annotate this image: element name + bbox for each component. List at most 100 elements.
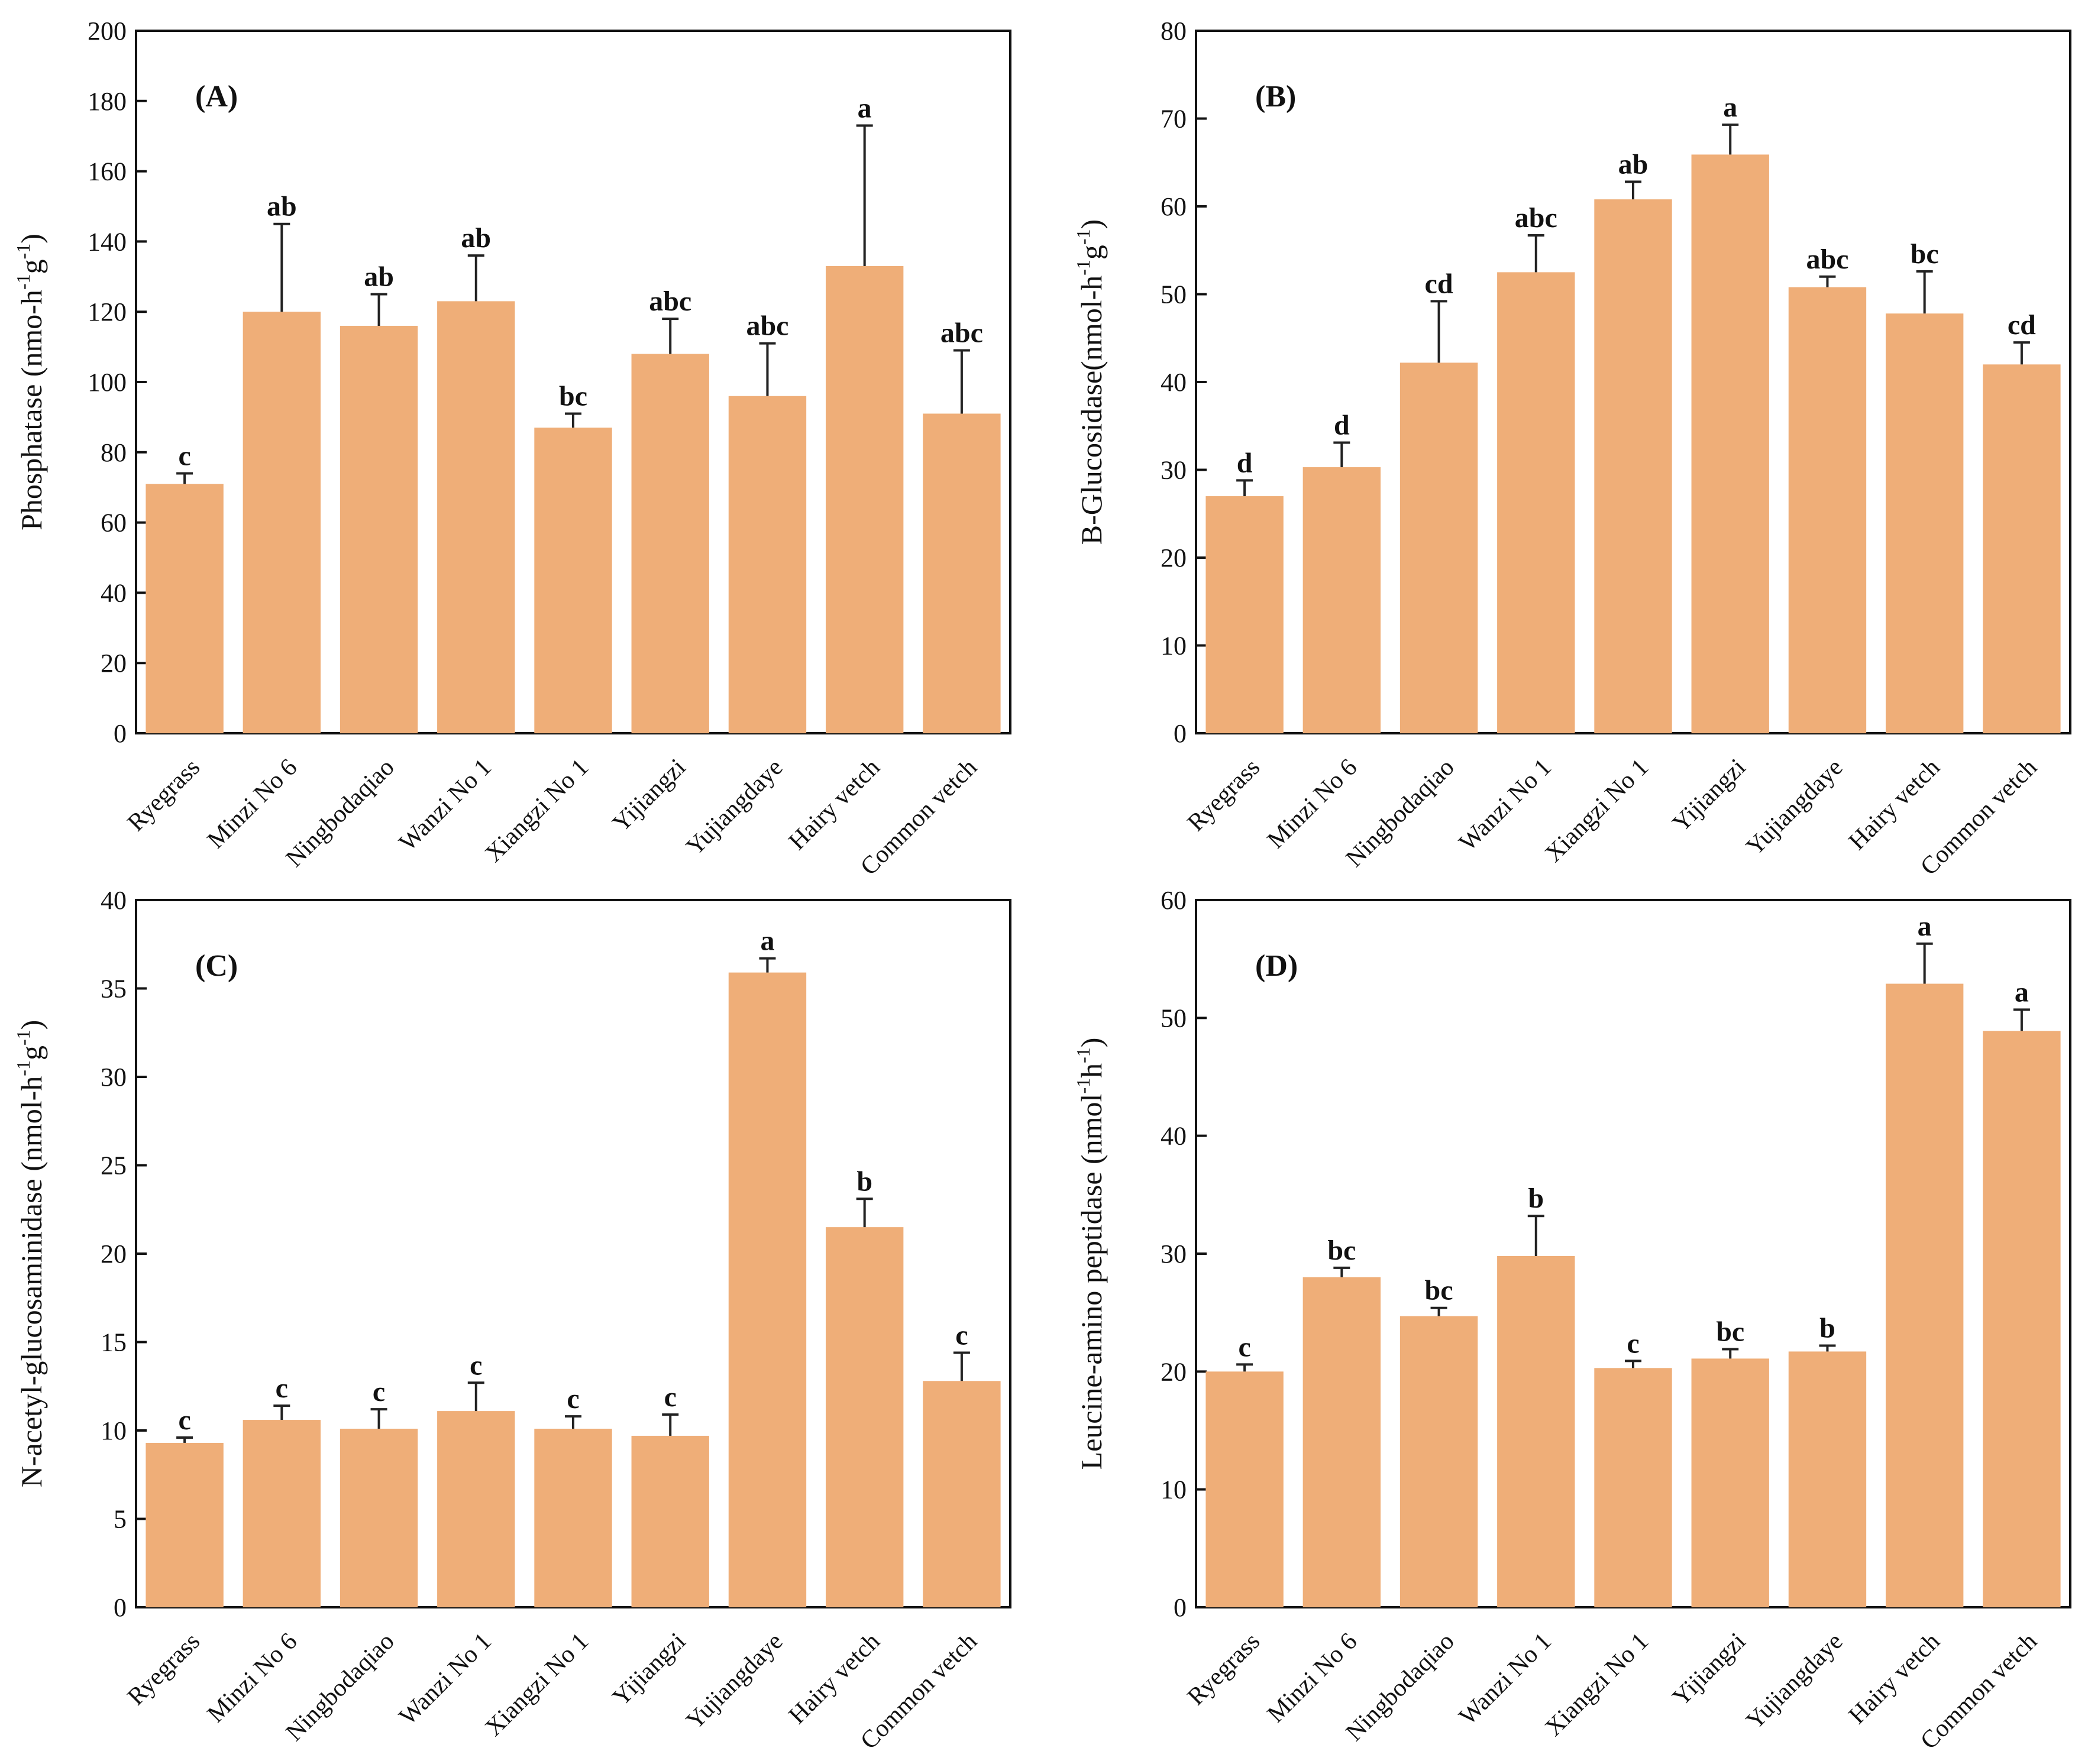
x-tick-label: Yijiangzi bbox=[607, 1628, 691, 1711]
bar bbox=[534, 428, 612, 733]
bar bbox=[1594, 199, 1672, 733]
bar bbox=[340, 1429, 418, 1607]
significance-letter: c bbox=[470, 1349, 482, 1381]
panel-b: 01020304050607080B-Glucosidase(nmol-h-1g… bbox=[1072, 17, 2071, 881]
bar bbox=[1302, 1277, 1381, 1607]
bar bbox=[1399, 362, 1478, 733]
significance-letter: ab bbox=[1618, 148, 1649, 180]
y-axis-label: Phosphatase (nmo-h-1g-1) bbox=[12, 234, 48, 530]
y-axis-label-ylabel-mid: g bbox=[15, 259, 48, 274]
y-tick-label: 60 bbox=[1161, 886, 1187, 915]
panel-label: (A) bbox=[195, 80, 238, 114]
significance-letter: cd bbox=[1425, 268, 1453, 299]
significance-letter: ab bbox=[461, 222, 491, 254]
significance-letter: bc bbox=[1327, 1235, 1356, 1266]
x-tick-label: Yijiangzi bbox=[1667, 754, 1751, 837]
y-tick-label: 200 bbox=[88, 17, 127, 46]
x-tick-label: Minzi No 6 bbox=[202, 1628, 302, 1728]
significance-letter: c bbox=[1627, 1328, 1639, 1359]
x-tick-label: Minzi No 6 bbox=[1262, 1628, 1362, 1728]
significance-letter: c bbox=[1238, 1331, 1250, 1362]
y-tick-label: 10 bbox=[1161, 632, 1187, 661]
bar bbox=[1594, 1368, 1672, 1607]
significance-letter: c bbox=[276, 1373, 288, 1404]
significance-letter: c bbox=[178, 440, 190, 471]
panel-label: (C) bbox=[195, 949, 238, 983]
x-tick-label: Minzi No 6 bbox=[202, 754, 302, 854]
bar bbox=[1399, 1316, 1478, 1607]
y-tick-label: 120 bbox=[88, 297, 127, 326]
y-axis-label-ylabel: B-Glucosidase(nmol-h bbox=[1075, 276, 1108, 545]
y-axis-label-ylabel-end: ) bbox=[1075, 1038, 1108, 1048]
y-tick-label: 100 bbox=[88, 368, 127, 397]
bar bbox=[1885, 983, 1964, 1607]
panel-a: 0 20 40 60 80 100 120 140 160 180 200 Phosphatase (… bbox=[12, 17, 1011, 881]
bar bbox=[1691, 154, 1769, 733]
significance-letter: bc bbox=[559, 380, 587, 412]
y-axis-label-ylabel-mid: h bbox=[1075, 1063, 1108, 1078]
x-tick-label: Minzi No 6 bbox=[1262, 754, 1362, 854]
y-tick-label: 160 bbox=[88, 157, 127, 186]
significance-letter: abc bbox=[1806, 244, 1848, 275]
y-tick-label: 20 bbox=[1161, 1357, 1187, 1386]
bar bbox=[146, 484, 224, 733]
bar bbox=[1885, 313, 1964, 733]
bar bbox=[631, 1435, 709, 1607]
x-tick-label: Yujiangdaye bbox=[1741, 754, 1848, 861]
y-tick-label: 40 bbox=[1161, 1122, 1187, 1151]
y-axis-label-ylabel: N-acetyl-glucosaminidase (nmol-h bbox=[15, 1076, 48, 1488]
significance-letter: a bbox=[2015, 976, 2029, 1008]
y-axis-label-ylabel-sup2: -1 bbox=[12, 244, 34, 260]
y-tick-label: 140 bbox=[88, 227, 127, 256]
x-tick-label: Xiangzi No 1 bbox=[480, 754, 594, 868]
bar bbox=[1691, 1358, 1769, 1607]
y-axis-label-ylabel-end: ) bbox=[15, 1020, 48, 1030]
panel-label: (D) bbox=[1255, 949, 1298, 983]
y-tick-label: 60 bbox=[1161, 192, 1187, 221]
y-tick-label: 180 bbox=[88, 87, 127, 116]
y-axis-label-ylabel-end: ) bbox=[15, 234, 48, 244]
y-tick-label: 0 bbox=[1174, 719, 1187, 748]
y-tick-label: 40 bbox=[101, 578, 127, 607]
x-tick-label: Hairy vetch bbox=[784, 754, 885, 856]
bar bbox=[825, 1227, 904, 1607]
y-tick-label: 0 bbox=[114, 719, 127, 748]
x-tick-label: Wanzi No 1 bbox=[1454, 754, 1557, 857]
bar bbox=[243, 312, 321, 733]
x-tick-label: Hairy vetch bbox=[1844, 754, 1945, 856]
y-tick-label: 0 bbox=[1174, 1593, 1187, 1622]
x-tick-label: Ryegrass bbox=[1182, 1628, 1265, 1711]
significance-letter: c bbox=[178, 1404, 190, 1436]
significance-letter: c bbox=[567, 1383, 579, 1415]
significance-letter: ab bbox=[364, 261, 394, 293]
y-axis-label-ylabel-mid: g bbox=[1075, 245, 1108, 260]
y-axis-label: Leucine-amino peptidase (nmol-1h-1) bbox=[1072, 1038, 1108, 1470]
y-axis-label: B-Glucosidase(nmol-h-1g-1) bbox=[1072, 219, 1108, 545]
x-tick-label: Xiangzi No 1 bbox=[1540, 1628, 1654, 1742]
y-tick-label: 30 bbox=[1161, 456, 1187, 485]
significance-letter: b bbox=[856, 1166, 872, 1197]
panel-c: 0 5 10 15 20 25 30 35 40 N-acetyl-glucosaminidase… bbox=[12, 886, 1011, 1755]
bar bbox=[728, 396, 807, 733]
bar bbox=[1302, 467, 1381, 733]
bar bbox=[437, 1411, 515, 1607]
y-tick-label: 40 bbox=[1161, 368, 1187, 397]
significance-letter: b bbox=[1819, 1312, 1835, 1344]
y-tick-label: 50 bbox=[1161, 1004, 1187, 1032]
significance-letter: c bbox=[955, 1319, 968, 1351]
panel-label: (B) bbox=[1255, 80, 1296, 114]
significance-letter: ab bbox=[267, 191, 297, 222]
significance-letter: bc bbox=[1911, 238, 1939, 270]
x-tick-label: Hairy vetch bbox=[784, 1628, 885, 1730]
y-axis-label-ylabel-sup1: -1 bbox=[12, 274, 34, 290]
x-tick-label: Wanzi No 1 bbox=[1454, 1628, 1557, 1731]
y-tick-label: 35 bbox=[101, 975, 127, 1004]
bar bbox=[1983, 364, 2061, 733]
y-axis-label-ylabel-mid: g bbox=[15, 1046, 48, 1060]
y-tick-label: 80 bbox=[1161, 17, 1187, 46]
y-tick-label: 0 bbox=[114, 1593, 127, 1622]
bar bbox=[340, 325, 418, 733]
bar bbox=[1788, 287, 1867, 733]
x-tick-label: Yijiangzi bbox=[607, 754, 691, 837]
